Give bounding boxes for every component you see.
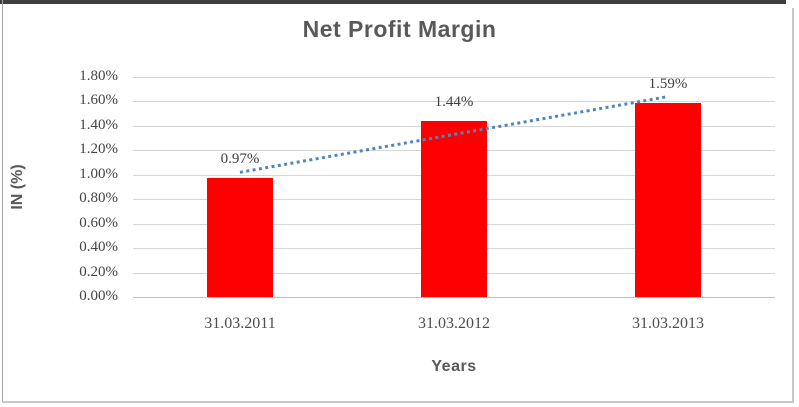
y-tick-label: 0.20% [79,263,118,280]
gridline [133,297,775,298]
y-tick-label: 1.60% [79,92,118,109]
bar-value-label: 1.44% [434,94,474,110]
y-tick-label: 1.20% [79,141,118,158]
frame-top-border [0,0,786,4]
y-tick-label: 0.00% [79,288,118,304]
x-category-label: 31.03.2011 [204,315,276,332]
x-category-label: 31.03.2012 [418,315,490,332]
gridline [133,101,775,103]
y-tick-label: 0.80% [79,190,118,207]
y-tick-label: 0.60% [79,214,118,231]
bar-31.03.2013 [635,102,701,297]
frame-bottom-border [2,401,794,403]
x-axis-title: Years [431,358,477,375]
gridline [133,77,775,78]
y-tick-label: 1.00% [79,165,118,182]
chart-title: Net Profit Margin [302,16,497,42]
plot-area: 0.97% 1.44% 1.59% [133,75,775,298]
y-tick-label: 1.40% [79,116,118,133]
bar-value-label: 0.97% [220,151,260,168]
bar-31.03.2011 [207,178,273,297]
frame-left-border [2,0,3,402]
bar-31.03.2012 [421,121,487,297]
trendline [239,95,669,174]
frame-right-border [792,8,794,402]
y-tick-label: 0.40% [79,239,118,256]
y-tick-label: 1.80% [79,68,118,84]
y-axis-title-text: IN (%) [9,164,26,210]
bar-value-label: 1.59% [648,75,688,92]
x-category-label: 31.03.2013 [632,315,704,332]
